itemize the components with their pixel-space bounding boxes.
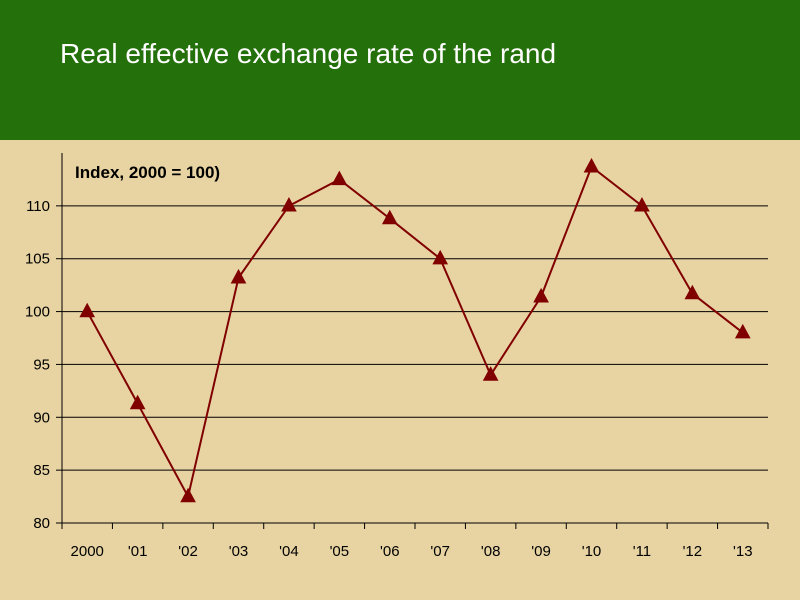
- x-tick-label: '05: [330, 543, 350, 560]
- slide-title: Real effective exchange rate of the rand: [60, 38, 557, 69]
- x-tick-label: '12: [683, 543, 703, 560]
- data-point-marker: [230, 268, 247, 284]
- title-banner: Real effective exchange rate of the rand: [0, 0, 800, 140]
- data-point-marker: [432, 249, 449, 265]
- data-point-marker: [381, 209, 398, 225]
- data-point-marker: [684, 284, 701, 300]
- data-point-marker: [634, 197, 650, 212]
- x-tick-label: '11: [633, 543, 651, 560]
- data-point-marker: [180, 487, 196, 503]
- y-tick-label: 100: [25, 304, 50, 321]
- y-axis-label: Index, 2000 = 100): [75, 163, 220, 182]
- x-tick-label: '13: [733, 543, 753, 560]
- y-tick-label: 95: [33, 356, 50, 373]
- x-tick-label: '03: [229, 543, 249, 560]
- axes: 80 85 90 95 100 105 110 2000 '01 '02 '03 '04 '05 '06 '…: [25, 153, 769, 560]
- series-real-effective-exchange-rate: [79, 157, 751, 503]
- data-point-marker: [734, 323, 751, 339]
- data-point-marker: [533, 287, 549, 303]
- x-tick-label: '06: [380, 543, 400, 560]
- x-tick-label: '04: [279, 543, 299, 560]
- y-tick-label: 90: [33, 409, 50, 426]
- x-tick-label: 2000: [71, 543, 104, 560]
- data-point-marker: [331, 170, 348, 186]
- x-tick-label: '07: [430, 543, 450, 560]
- data-point-marker: [79, 302, 96, 318]
- data-point-marker: [583, 157, 600, 173]
- x-tick-label: '10: [582, 543, 602, 560]
- y-tick-label: 85: [33, 462, 50, 479]
- x-tick-label: '08: [481, 543, 501, 560]
- y-tick-label: 105: [25, 251, 50, 268]
- x-tick-label: '02: [178, 543, 198, 560]
- series-line: [86, 165, 744, 500]
- data-point-marker: [482, 366, 499, 381]
- gridlines: [62, 205, 768, 471]
- data-point-marker: [129, 394, 146, 410]
- y-tick-label: 80: [33, 515, 50, 532]
- x-tick-label: '09: [531, 543, 551, 560]
- y-tick-label: 110: [26, 198, 50, 215]
- x-tick-label: '01: [128, 543, 148, 560]
- data-point-marker: [281, 197, 297, 212]
